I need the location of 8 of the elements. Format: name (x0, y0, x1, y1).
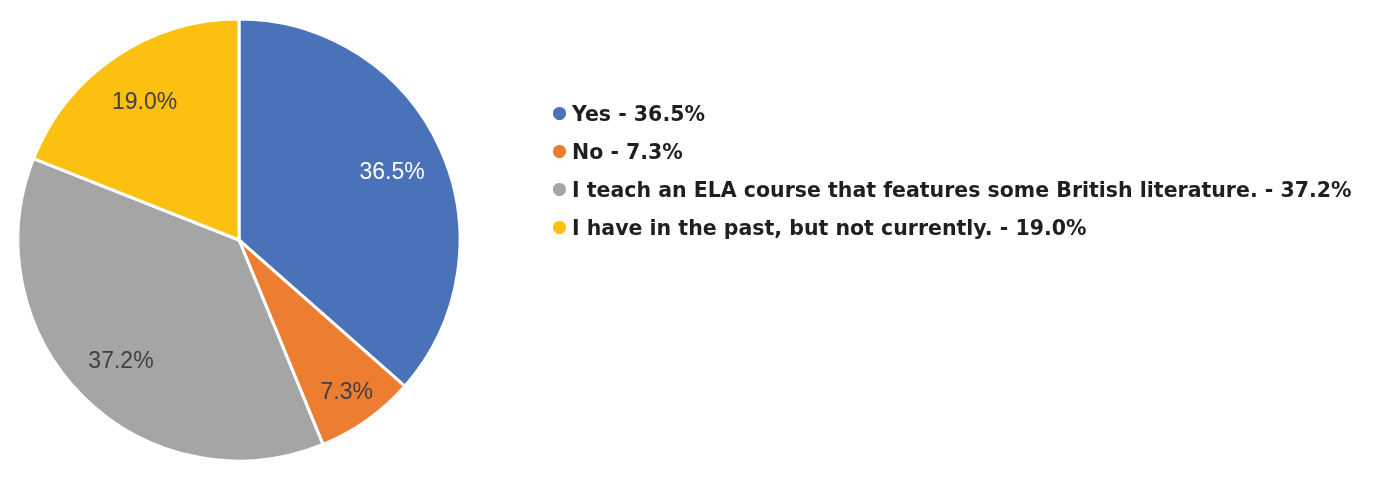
data-label: 7.3% (320, 378, 373, 405)
data-label: 19.0% (111, 88, 178, 115)
legend-label: No - 7.3% (572, 139, 683, 164)
legend-label: I have in the past, but not currently. - 19.0% (572, 215, 1087, 240)
legend-label: Yes - 36.5% (571, 101, 705, 126)
data-label: 37.2% (88, 346, 154, 373)
legend-label: I teach an ELA course that features some British literature. - 37.2% (572, 177, 1352, 202)
data-label: 36.5% (359, 157, 425, 184)
